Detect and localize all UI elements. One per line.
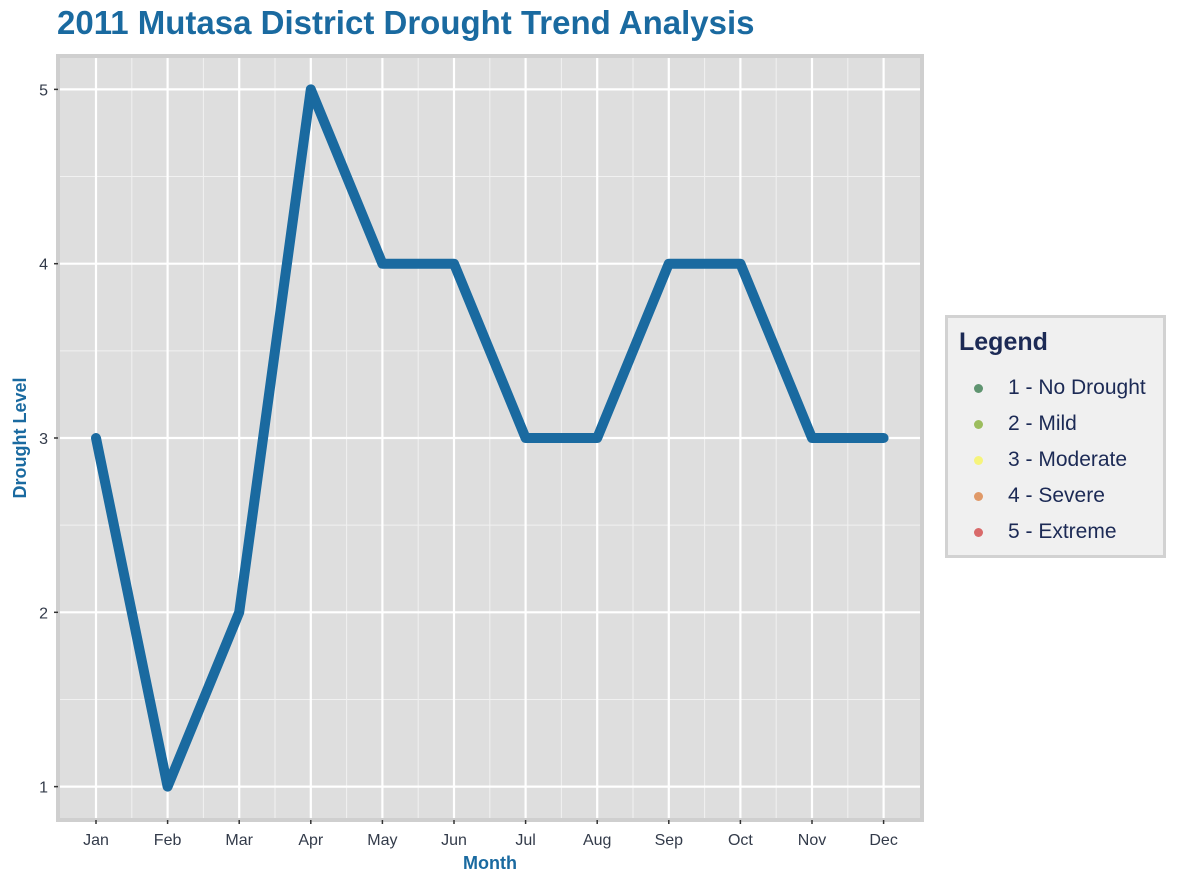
legend-item-severe: 4 - Severe (948, 479, 1163, 515)
x-tick-label: Apr (298, 832, 324, 849)
legend-label: 3 - Moderate (1008, 448, 1128, 471)
x-axis-title: Month (463, 853, 517, 873)
legend-label: 2 - Mild (1008, 412, 1077, 435)
x-tick-label: Jul (515, 832, 535, 849)
legend-item-moderate: 3 - Moderate (948, 443, 1163, 479)
drought-level-line (91, 84, 889, 792)
legend-item-mild: 2 - Mild (948, 407, 1163, 443)
x-tick-label: Mar (225, 832, 253, 849)
y-axis: 1 2 3 4 5 (39, 82, 58, 797)
y-tick-label: 5 (39, 82, 48, 99)
y-tick-label: 2 (39, 605, 48, 622)
x-tick-label: Jan (83, 832, 109, 849)
legend-key-dot (974, 420, 983, 429)
legend-label: 5 - Extreme (1008, 520, 1117, 543)
legend-key-dot (974, 492, 983, 501)
x-tick-label: Feb (154, 832, 182, 849)
x-tick-label: Jun (441, 832, 467, 849)
legend-key-dot (974, 456, 983, 465)
x-tick-label: Oct (728, 832, 753, 849)
legend-key-dot (974, 384, 983, 393)
x-tick-label: Nov (798, 832, 826, 849)
legend-item-no-drought: 1 - No Drought (948, 371, 1163, 407)
y-tick-label: 3 (39, 431, 48, 448)
x-tick-label: May (367, 832, 397, 849)
x-tick-label: Aug (583, 832, 611, 849)
legend-item-extreme: 5 - Extreme (948, 515, 1163, 551)
legend-key-dot (974, 528, 983, 537)
x-tick-label: Sep (655, 832, 684, 849)
chart-title: 2011 Mutasa District Drought Trend Analy… (57, 4, 755, 41)
legend: Legend 1 - No Drought 2 - Mild 3 - Moder… (945, 315, 1166, 558)
legend-label: 4 - Severe (1008, 484, 1105, 507)
y-axis-title: Drought Level (10, 377, 30, 498)
y-tick-label: 1 (39, 780, 48, 797)
y-tick-label: 4 (39, 257, 48, 274)
legend-label: 1 - No Drought (1008, 376, 1146, 399)
legend-title: Legend (959, 328, 1048, 356)
x-tick-label: Dec (869, 832, 897, 849)
x-axis: Jan Feb Mar Apr May Jun Jul Aug Sep Oct Nov Dec (83, 820, 898, 849)
